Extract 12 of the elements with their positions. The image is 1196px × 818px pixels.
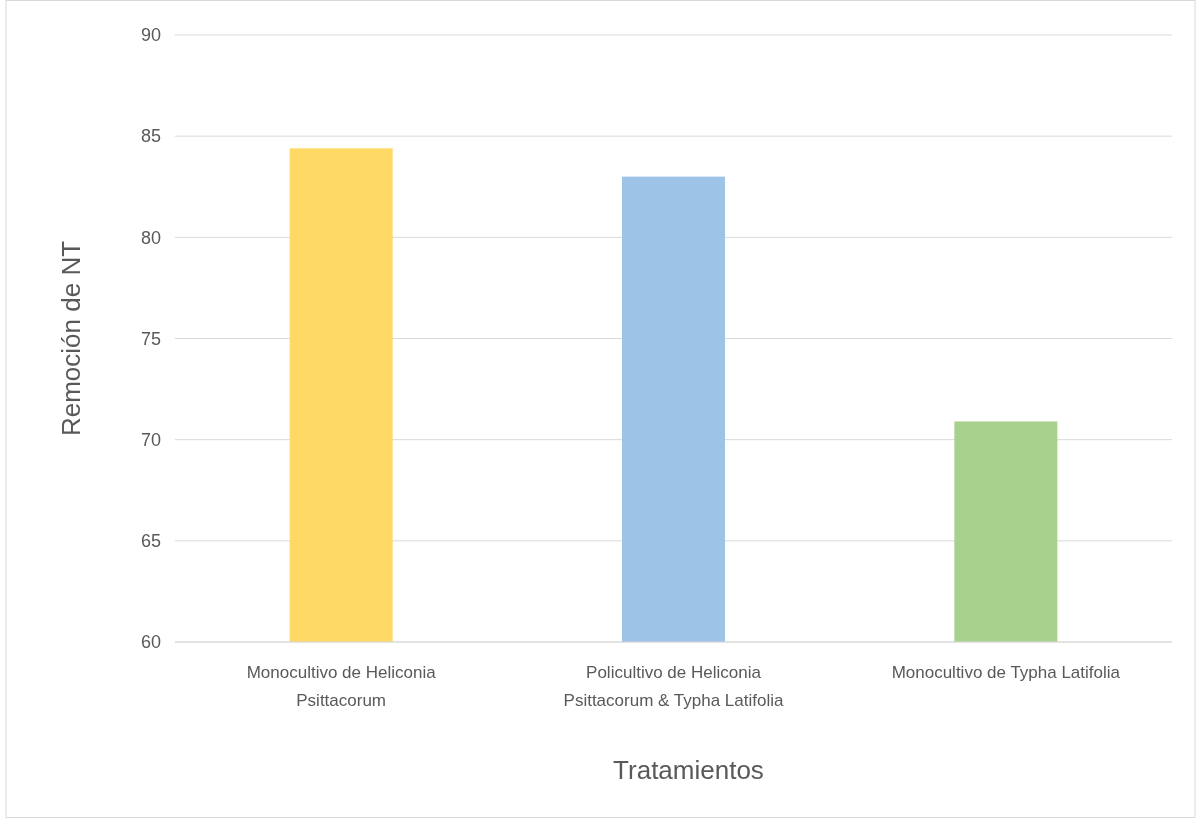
x-axis-title: Tratamientos	[613, 755, 764, 785]
y-tick-label: 80	[140, 227, 161, 248]
y-tick-label: 90	[140, 25, 161, 46]
y-tick-label: 70	[140, 429, 161, 450]
y-tick-label: 75	[140, 328, 161, 349]
y-tick-label: 85	[140, 126, 161, 147]
y-tick-label: 60	[140, 632, 161, 653]
y-tick-label: 65	[140, 531, 161, 552]
x-tick-label: Monocultivo de Typha Latifolia	[891, 663, 1121, 682]
y-axis-title: Remoción de NT	[56, 240, 86, 437]
x-tick-label: Monocultivo de Heliconia Psittacorum	[246, 663, 437, 710]
x-tick-label: Policultivo de Heliconia Psittacorum & Typha Latifolia	[563, 663, 784, 710]
